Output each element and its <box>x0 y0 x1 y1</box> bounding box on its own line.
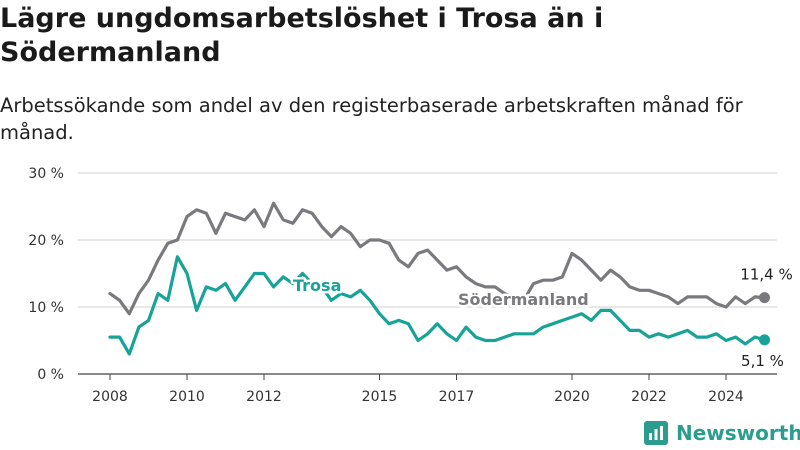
x-tick-label: 2015 <box>362 389 398 405</box>
chart-title: Lägre ungdomsarbetslöshet i Trosa än i S… <box>0 3 604 68</box>
x-tick-label: 2008 <box>92 389 128 405</box>
end-point <box>759 292 770 304</box>
brand-name: Newsworthy <box>676 421 800 445</box>
x-tick-label: 2010 <box>169 389 205 405</box>
end-value-label: 5,1 % <box>741 352 784 370</box>
series-label-halo: Södermanland <box>458 290 589 309</box>
series-label-halo: Trosa <box>293 276 341 295</box>
y-tick-label: 30 % <box>28 166 64 182</box>
chart-subtitle: Arbetssökande som andel av den registerb… <box>0 94 743 144</box>
x-tick-label: 2022 <box>631 389 667 405</box>
y-tick-label: 10 % <box>28 300 64 316</box>
series-line-s-dermanland <box>108 201 767 316</box>
x-tick-label: 2012 <box>246 389 282 405</box>
series-label: Trosa <box>293 276 341 295</box>
y-tick-label: 0 % <box>37 367 64 383</box>
series-line-trosa <box>108 255 767 356</box>
x-tick-label: 2020 <box>554 389 590 405</box>
end-point <box>759 334 770 346</box>
x-tick-label: 2017 <box>439 389 475 405</box>
brand-logo: Newsworthy <box>644 418 800 448</box>
series-label: Södermanland <box>458 290 589 309</box>
y-tick-label: 20 % <box>28 233 64 249</box>
end-value-label: 11,4 % <box>740 266 792 284</box>
bar-chart-icon <box>644 421 668 445</box>
x-tick-label: 2024 <box>708 389 744 405</box>
